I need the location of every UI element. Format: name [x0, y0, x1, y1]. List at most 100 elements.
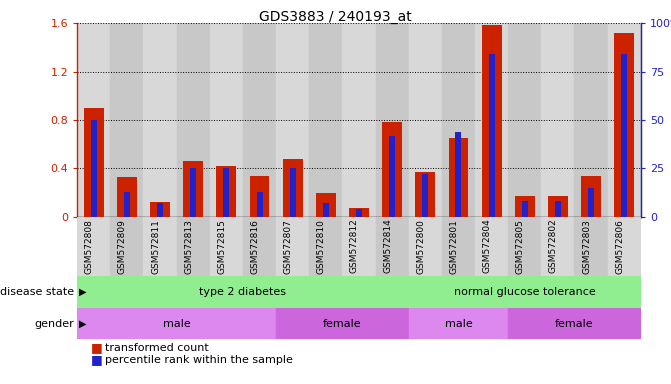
Bar: [309, 23, 342, 217]
Text: GSM572813: GSM572813: [185, 219, 193, 274]
Bar: [157, 204, 163, 217]
Text: GSM572806: GSM572806: [615, 219, 624, 274]
Bar: [376, 217, 409, 276]
Text: disease state: disease state: [0, 287, 74, 297]
Text: GSM572816: GSM572816: [250, 219, 260, 274]
Bar: [581, 176, 601, 217]
Bar: [442, 217, 475, 276]
Bar: [150, 202, 170, 217]
Text: GSM572800: GSM572800: [416, 219, 425, 274]
Text: GSM572809: GSM572809: [118, 219, 127, 274]
Text: transformed count: transformed count: [105, 343, 209, 353]
Text: normal glucose tolerance: normal glucose tolerance: [454, 287, 596, 297]
Bar: [77, 308, 276, 339]
Bar: [508, 217, 541, 276]
Bar: [515, 196, 535, 217]
Bar: [110, 217, 144, 276]
Bar: [409, 217, 442, 276]
Bar: [77, 276, 409, 308]
Bar: [608, 23, 641, 217]
Bar: [574, 217, 608, 276]
Text: GSM572807: GSM572807: [284, 219, 293, 274]
Text: GSM572805: GSM572805: [516, 219, 525, 274]
Bar: [588, 188, 594, 217]
Bar: [124, 192, 130, 217]
Bar: [256, 192, 262, 217]
Text: type 2 diabetes: type 2 diabetes: [199, 287, 287, 297]
Text: GSM572811: GSM572811: [151, 219, 160, 274]
Bar: [144, 217, 176, 276]
Text: ▶: ▶: [79, 287, 86, 297]
Bar: [442, 23, 475, 217]
Bar: [342, 217, 376, 276]
Bar: [77, 23, 110, 217]
Text: female: female: [323, 319, 362, 329]
Bar: [276, 217, 309, 276]
Text: GSM572810: GSM572810: [317, 219, 326, 274]
Bar: [217, 166, 236, 217]
Bar: [110, 23, 144, 217]
Bar: [144, 23, 176, 217]
Bar: [210, 217, 243, 276]
Text: GSM572808: GSM572808: [85, 219, 94, 274]
Text: ▶: ▶: [79, 319, 86, 329]
Bar: [448, 138, 468, 217]
Bar: [621, 54, 627, 217]
Bar: [117, 177, 137, 217]
Text: gender: gender: [34, 319, 74, 329]
Bar: [409, 276, 641, 308]
Bar: [309, 217, 342, 276]
Bar: [574, 23, 608, 217]
Text: GSM572803: GSM572803: [582, 219, 591, 274]
Text: GSM572801: GSM572801: [450, 219, 458, 274]
Text: ■: ■: [91, 353, 103, 366]
Text: percentile rank within the sample: percentile rank within the sample: [105, 354, 293, 365]
Bar: [276, 23, 309, 217]
Bar: [415, 172, 435, 217]
Text: male: male: [445, 319, 472, 329]
Bar: [456, 132, 462, 217]
Text: GSM572814: GSM572814: [383, 219, 392, 273]
Bar: [389, 136, 395, 217]
Bar: [210, 23, 243, 217]
Bar: [555, 202, 561, 217]
Bar: [243, 23, 276, 217]
Bar: [342, 23, 376, 217]
Bar: [223, 169, 229, 217]
Bar: [282, 159, 303, 217]
Bar: [243, 217, 276, 276]
Text: female: female: [555, 319, 594, 329]
Bar: [91, 120, 97, 217]
Text: GDS3883 / 240193_at: GDS3883 / 240193_at: [259, 10, 412, 23]
Bar: [482, 25, 501, 217]
Bar: [508, 23, 541, 217]
Text: male: male: [163, 319, 191, 329]
Bar: [422, 174, 428, 217]
Text: GSM572802: GSM572802: [549, 219, 558, 273]
Bar: [250, 176, 270, 217]
Bar: [409, 308, 508, 339]
Bar: [316, 193, 336, 217]
Bar: [183, 161, 203, 217]
Bar: [608, 217, 641, 276]
Bar: [77, 217, 110, 276]
Bar: [84, 108, 104, 217]
Bar: [176, 217, 210, 276]
Bar: [409, 23, 442, 217]
Bar: [323, 204, 329, 217]
Bar: [290, 169, 296, 217]
Bar: [614, 33, 634, 217]
Text: GSM572804: GSM572804: [482, 219, 492, 273]
Bar: [541, 217, 574, 276]
Bar: [176, 23, 210, 217]
Text: GSM572812: GSM572812: [350, 219, 359, 273]
Bar: [508, 308, 641, 339]
Bar: [190, 169, 196, 217]
Bar: [548, 196, 568, 217]
Bar: [522, 202, 528, 217]
Bar: [488, 54, 495, 217]
Bar: [349, 209, 369, 217]
Bar: [541, 23, 574, 217]
Bar: [356, 209, 362, 217]
Text: GSM572815: GSM572815: [217, 219, 226, 274]
